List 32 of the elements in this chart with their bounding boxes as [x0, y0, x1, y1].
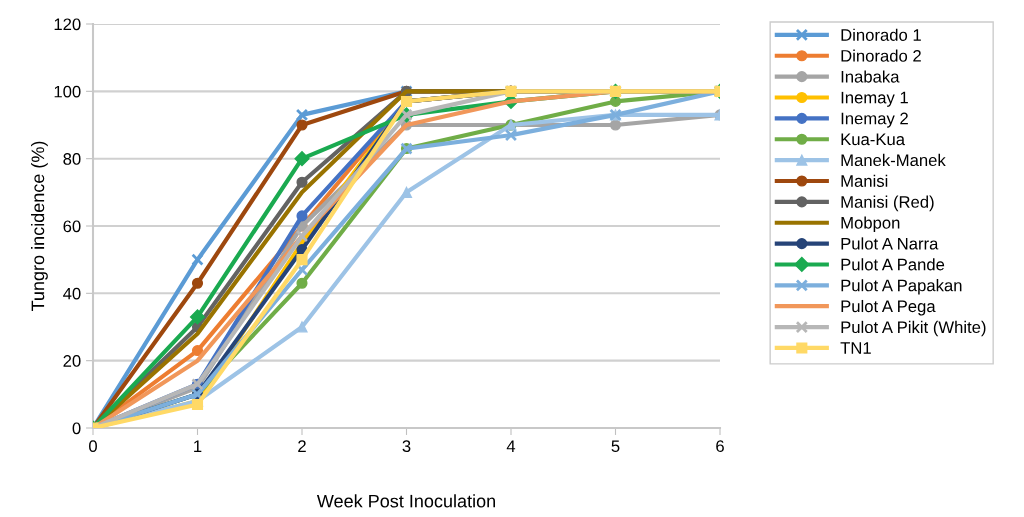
legend-label: Mobpon: [841, 216, 900, 233]
legend-label: Kua-Kua: [841, 133, 906, 146]
legend-label: Pulot A Papakan: [841, 279, 962, 295]
legend-label: Dinorado 1: [841, 28, 921, 41]
y-axis-title: Tungro incidence (%): [31, 141, 48, 312]
x-axis-title: Week Post Inoculation: [316, 494, 495, 508]
legend-label: TN1: [840, 342, 871, 354]
x-tick-label: 3: [402, 440, 411, 453]
legend-label: Inemay 2: [841, 112, 908, 128]
x-tick-label: 2: [298, 440, 306, 452]
y-tick-label: 100: [54, 85, 81, 98]
legend-label: Inabaka: [841, 70, 900, 83]
x-tick-label: 5: [611, 440, 620, 453]
x-tick-label: 0: [89, 440, 97, 453]
y-tick-label: 60: [63, 220, 81, 233]
legend-label: Manek-Manek: [841, 153, 946, 167]
legend-label: Dinorado 2: [841, 49, 921, 62]
y-tick-label: 0: [72, 422, 81, 435]
legend-label: Pulot A Pande: [841, 258, 945, 271]
y-tick-label: 80: [63, 153, 81, 165]
legend-label: Pulot A Narra: [841, 237, 939, 250]
legend-label: Pulot A Pikit (White): [841, 320, 986, 337]
y-tick-label: 40: [63, 287, 81, 300]
legend-label: Manisi: [841, 174, 888, 187]
legend-label: Inemay 1: [841, 91, 908, 107]
x-tick-label: 6: [716, 440, 724, 453]
y-tick-label: 20: [63, 355, 81, 367]
x-tick-label: 4: [506, 440, 516, 452]
legend-label: Manisi (Red): [841, 195, 934, 212]
y-tick-label: 120: [54, 18, 81, 31]
x-tick-label: 1: [194, 440, 202, 452]
legend-label: Pulot A Pega: [841, 299, 936, 316]
